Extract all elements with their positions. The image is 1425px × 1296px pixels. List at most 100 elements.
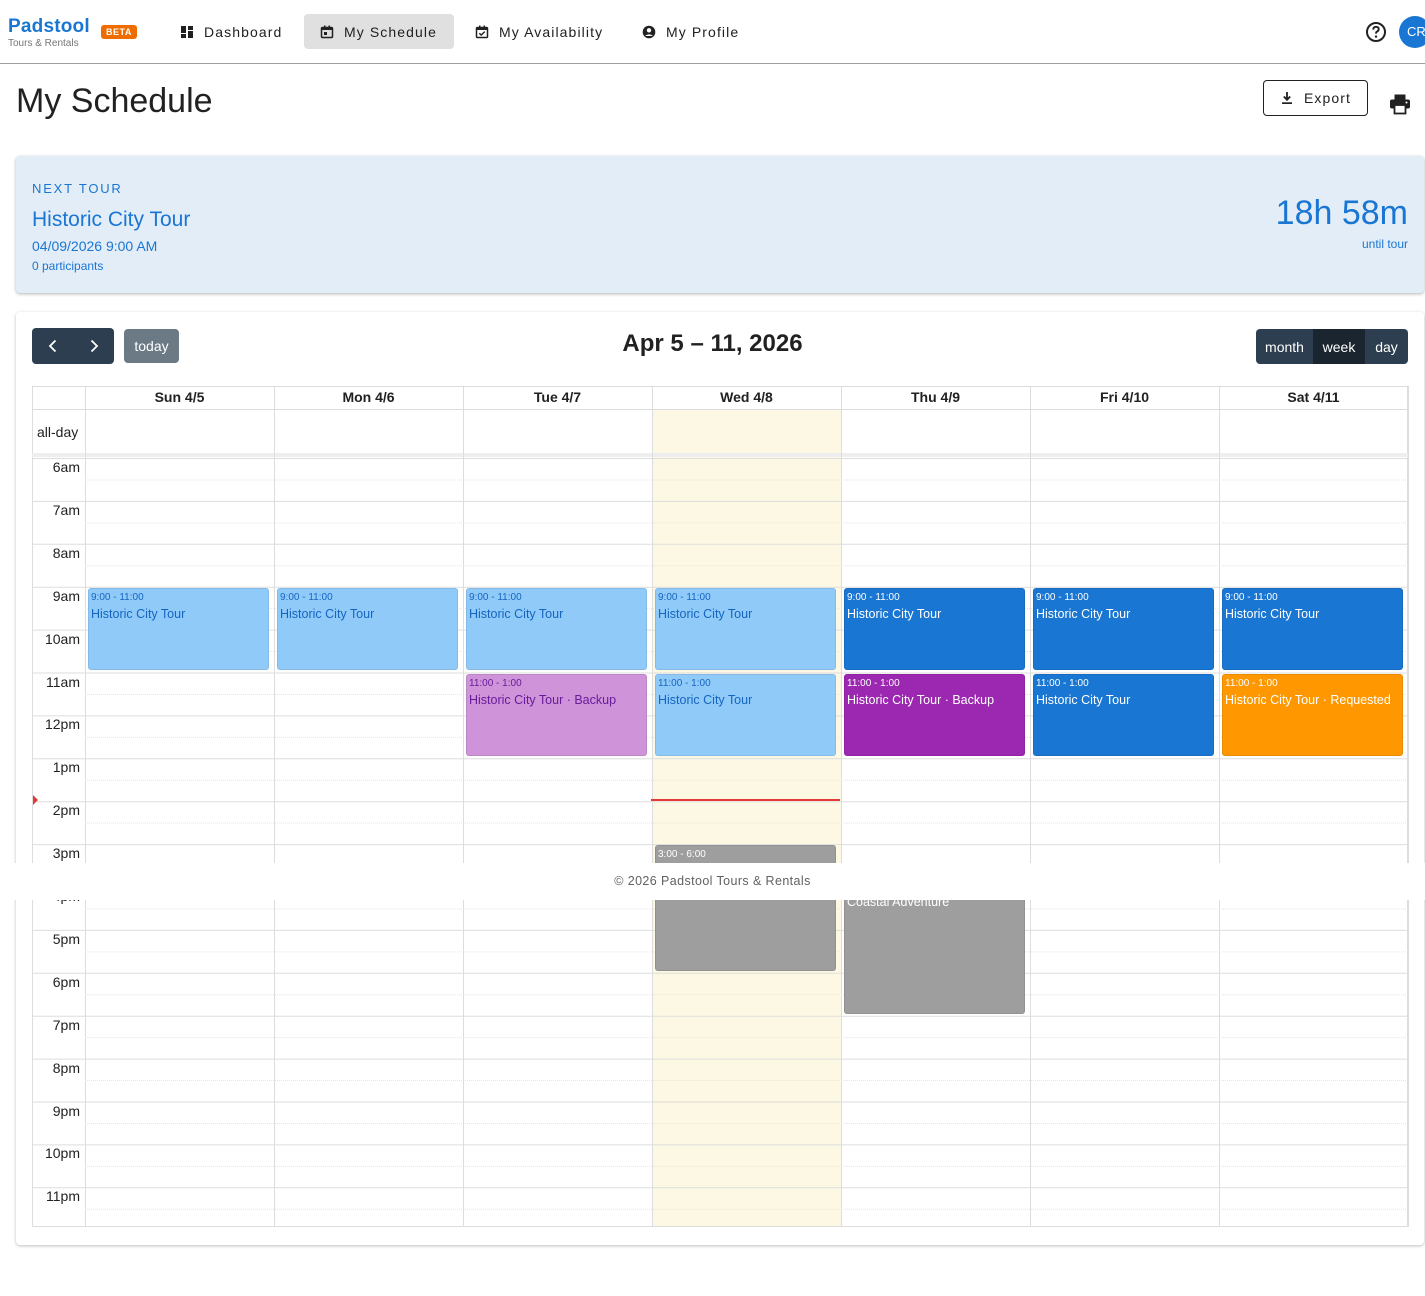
time-label: 8am — [52, 544, 80, 561]
time-label: 11pm — [46, 1188, 80, 1205]
time-label: 10am — [44, 630, 80, 647]
next-week-button[interactable] — [73, 328, 114, 364]
nav-my-availability[interactable]: My Availability — [459, 14, 619, 49]
view-month-button[interactable]: month — [1256, 329, 1313, 364]
calendar-event[interactable]: Coastal Adventure — [844, 888, 1025, 1014]
event-title: Historic City Tour — [658, 606, 753, 621]
view-week-button[interactable]: week — [1313, 329, 1365, 364]
export-button[interactable]: Export — [1263, 80, 1368, 116]
user-avatar[interactable]: CR — [1399, 16, 1425, 48]
time-label: 12pm — [44, 716, 80, 733]
event-time: 9:00 - 11:00 — [1225, 591, 1278, 603]
event-time: 11:00 - 1:00 — [658, 677, 711, 689]
calendar-event[interactable]: 9:00 - 11:00 Historic City Tour — [844, 587, 1025, 671]
help-icon[interactable] — [1365, 21, 1387, 43]
brand-name: Padstool — [8, 16, 90, 37]
time-label: 6pm — [52, 973, 80, 990]
allday-label: all-day — [37, 424, 79, 440]
nav-my-profile[interactable]: My Profile — [626, 14, 755, 49]
event-time: 9:00 - 11:00 — [847, 591, 900, 603]
event-title: Historic City Tour — [847, 606, 942, 621]
event-time: 9:00 - 11:00 — [1036, 591, 1089, 603]
calendar-event[interactable]: 9:00 - 11:00 Historic City Tour — [88, 587, 269, 671]
time-label: 1pm — [52, 759, 80, 776]
next-tour-countdown: 18h 58m — [1275, 194, 1408, 232]
day-header[interactable]: Tue 4/7 — [533, 389, 582, 405]
calendar-event[interactable]: 11:00 - 1:00 Historic City Tour — [1033, 673, 1214, 757]
calendar-nav-group — [32, 328, 114, 364]
time-label: 7am — [52, 501, 80, 518]
time-label: 8pm — [52, 1059, 80, 1076]
event-time: 9:00 - 11:00 — [91, 591, 144, 603]
calendar-card — [16, 312, 1424, 1245]
time-label: 5pm — [52, 930, 80, 947]
calendar-event[interactable]: 11:00 - 1:00 Historic City Tour · Backup — [844, 673, 1025, 757]
event-title: Historic City Tour — [658, 692, 753, 707]
event-time: 11:00 - 1:00 — [1036, 677, 1089, 689]
download-icon — [1281, 92, 1292, 104]
day-header[interactable]: Wed 4/8 — [720, 389, 773, 405]
footer-text: © 2026 Padstool Tours & Rentals — [614, 874, 811, 888]
account-circle-icon — [642, 25, 656, 38]
calendar-check-icon — [475, 25, 489, 38]
event-title: Historic City Tour — [91, 606, 186, 621]
day-header[interactable]: Thu 4/9 — [910, 389, 960, 405]
calendar-event[interactable]: 9:00 - 11:00 Historic City Tour — [1033, 587, 1214, 671]
event-title: Historic City Tour · Backup — [469, 692, 617, 707]
next-tour-label: NEXT TOUR — [32, 181, 123, 196]
top-app-bar: Padstool BETA Tours & Rentals Dashboard … — [0, 0, 1425, 64]
prev-week-button[interactable] — [32, 328, 73, 364]
today-button[interactable]: today — [124, 329, 179, 363]
calendar-icon — [320, 25, 334, 38]
event-title: Historic City Tour · Requested — [1225, 692, 1391, 707]
event-title: Historic City Tour — [1225, 606, 1320, 621]
chevron-right-icon — [90, 339, 98, 353]
beta-badge: BETA — [101, 25, 137, 39]
event-time: 11:00 - 1:00 — [469, 677, 522, 689]
nav-my-schedule[interactable]: My Schedule — [304, 14, 454, 49]
nav-dashboard[interactable]: Dashboard — [164, 14, 298, 49]
nav-my-availability-label: My Availability — [499, 23, 604, 40]
time-label: 6am — [52, 459, 80, 475]
view-day-button[interactable]: day — [1365, 329, 1408, 364]
next-tour-card[interactable]: NEXT TOUR Historic City Tour 04/09/2026 … — [16, 156, 1424, 293]
day-header[interactable]: Sun 4/5 — [154, 389, 205, 405]
event-time: 9:00 - 11:00 — [658, 591, 711, 603]
now-indicator-line — [651, 799, 840, 801]
calendar-event[interactable]: 9:00 - 11:00 Historic City Tour — [277, 587, 458, 671]
next-tour-name: Historic City Tour — [32, 208, 191, 231]
chevron-left-icon — [48, 339, 56, 353]
nav-my-schedule-label: My Schedule — [344, 23, 438, 40]
dashboard-icon — [181, 25, 193, 38]
now-indicator-arrow — [33, 795, 38, 805]
time-label: 10pm — [44, 1145, 80, 1162]
time-label: 2pm — [52, 802, 80, 819]
calendar-event[interactable]: 9:00 - 11:00 Historic City Tour — [1222, 587, 1403, 671]
calendar-event[interactable]: 11:00 - 1:00 Historic City Tour · Backup — [466, 673, 647, 757]
event-title: Historic City Tour — [469, 606, 564, 621]
brand-logo[interactable]: Padstool BETA Tours & Rentals — [8, 16, 137, 49]
event-time: 11:00 - 1:00 — [847, 677, 900, 689]
view-switcher: month week day — [1256, 329, 1408, 364]
time-label: 7pm — [52, 1016, 80, 1033]
page-footer: © 2026 Padstool Tours & Rentals — [0, 863, 1425, 900]
day-header[interactable]: Fri 4/10 — [1099, 389, 1150, 405]
calendar-event[interactable]: 9:00 - 11:00 Historic City Tour — [466, 587, 647, 671]
nav-dashboard-label: Dashboard — [204, 23, 283, 40]
time-label: 9am — [52, 587, 80, 604]
event-title: Historic City Tour — [280, 606, 375, 621]
day-header[interactable]: Sat 4/11 — [1287, 389, 1340, 405]
nav-my-profile-label: My Profile — [666, 23, 740, 40]
day-header[interactable]: Mon 4/6 — [342, 389, 395, 405]
calendar-event[interactable]: 9:00 - 11:00 Historic City Tour — [655, 587, 836, 671]
event-title: Historic City Tour · Backup — [847, 692, 995, 707]
print-icon[interactable] — [1389, 93, 1411, 115]
next-tour-datetime: 04/09/2026 9:00 AM — [32, 238, 158, 254]
calendar-event[interactable]: 11:00 - 1:00 Historic City Tour · Request… — [1222, 673, 1403, 757]
export-label: Export — [1303, 90, 1352, 106]
event-title: Historic City Tour — [1036, 692, 1131, 707]
calendar-event[interactable]: 11:00 - 1:00 Historic City Tour — [655, 673, 836, 757]
time-label: 9pm — [52, 1102, 80, 1119]
event-time: 3:00 - 6:00 — [658, 849, 706, 861]
event-time: 11:00 - 1:00 — [1225, 677, 1278, 689]
